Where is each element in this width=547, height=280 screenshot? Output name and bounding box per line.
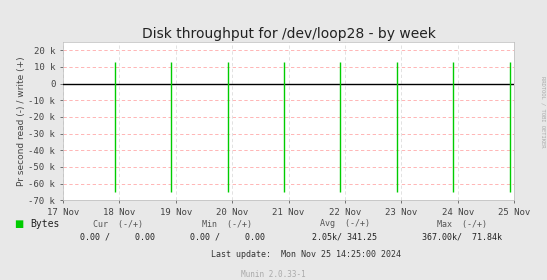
Text: 0.00 /     0.00: 0.00 / 0.00	[80, 232, 155, 241]
Text: ■: ■	[14, 219, 23, 229]
Text: 367.00k/  71.84k: 367.00k/ 71.84k	[422, 232, 502, 241]
Title: Disk throughput for /dev/loop28 - by week: Disk throughput for /dev/loop28 - by wee…	[142, 27, 435, 41]
Text: 2.05k/ 341.25: 2.05k/ 341.25	[312, 232, 377, 241]
Text: Bytes: Bytes	[30, 219, 60, 229]
Text: Last update:  Mon Nov 25 14:25:00 2024: Last update: Mon Nov 25 14:25:00 2024	[211, 250, 401, 259]
Text: Min  (-/+): Min (-/+)	[202, 220, 252, 228]
Text: Munin 2.0.33-1: Munin 2.0.33-1	[241, 270, 306, 279]
Text: Cur  (-/+): Cur (-/+)	[92, 220, 143, 228]
Text: Avg  (-/+): Avg (-/+)	[319, 220, 370, 228]
Text: 0.00 /     0.00: 0.00 / 0.00	[189, 232, 265, 241]
Text: Max  (-/+): Max (-/+)	[437, 220, 487, 228]
Y-axis label: Pr second read (-) / write (+): Pr second read (-) / write (+)	[16, 56, 26, 186]
Text: RRDTOOL / TOBI OETIKER: RRDTOOL / TOBI OETIKER	[541, 76, 546, 148]
